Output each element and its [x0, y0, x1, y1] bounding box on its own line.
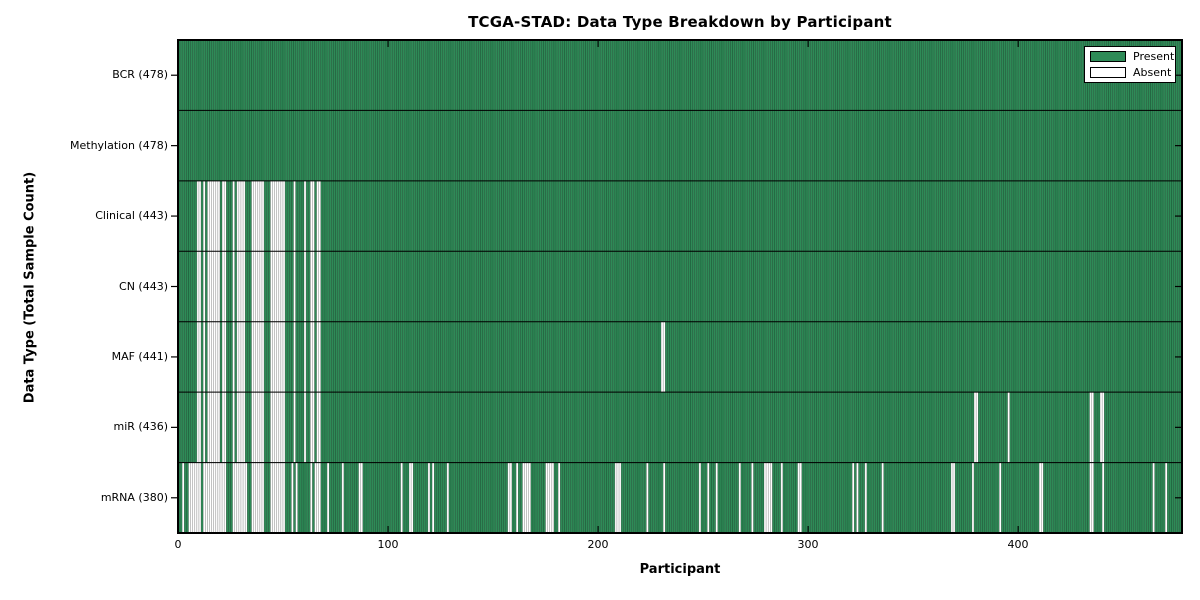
legend-entry-present: Present [1090, 51, 1174, 62]
legend-present-swatch [1090, 51, 1126, 62]
x-tick-label-300: 300 [797, 538, 819, 551]
legend-entry-absent: Absent [1090, 66, 1172, 79]
x-tick-label-400: 400 [1007, 538, 1029, 551]
legend-present-label: Present [1133, 50, 1175, 63]
legend-absent-label: Absent [1133, 66, 1172, 79]
y-axis-label: Data Type (Total Sample Count) [22, 171, 38, 404]
x-tick-label-0: 0 [174, 538, 182, 551]
legend-absent-swatch [1090, 67, 1126, 78]
y-tick-label-maf: MAF (441) [111, 350, 168, 363]
y-tick-label-mir: miR (436) [113, 420, 169, 433]
x-tick-label-200: 200 [587, 538, 609, 551]
x-tick-label-100: 100 [377, 538, 399, 551]
chart-title: TCGA-STAD: Data Type Breakdown by Partic… [468, 13, 892, 31]
y-tick-label-mrna: mRNA (380) [100, 491, 168, 504]
y-tick-label-bcr: BCR (478) [112, 68, 168, 81]
legend: Present Absent [1084, 46, 1176, 83]
y-tick-label-clinical: Clinical (443) [95, 209, 168, 222]
y-tick-label-methylation: Methylation (478) [70, 139, 168, 152]
y-tick-label-cn: CN (443) [119, 280, 168, 293]
x-axis-label: Participant [639, 562, 721, 577]
